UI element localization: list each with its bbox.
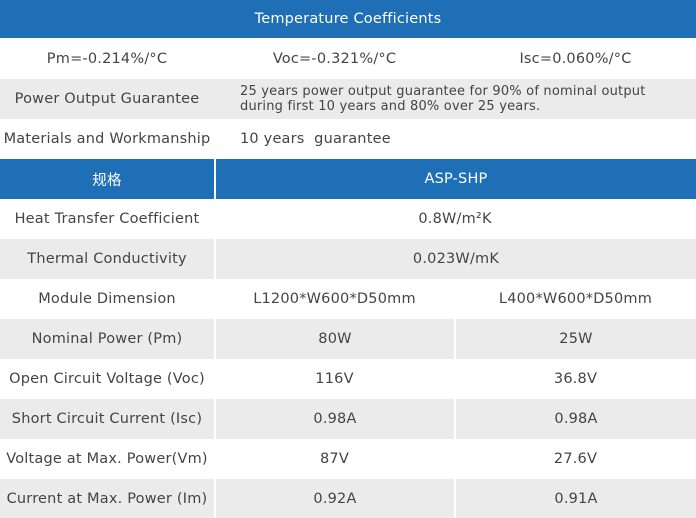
spec-header-model: ASP-SHP (216, 159, 696, 199)
thermal-conductivity-value: 0.023W/mK (216, 239, 696, 279)
value-b: L400*W600*D50mm (455, 279, 696, 319)
value-a: 0.92A (216, 479, 456, 518)
thermal-conductivity-label: Thermal Conductivity (0, 239, 216, 279)
value-b: 27.6V (455, 439, 696, 479)
temperature-coefficients-header: Temperature Coefficients (0, 0, 696, 38)
table-row: Nominal Power (Pm) 80W 25W (0, 319, 696, 359)
materials-workmanship-row: Materials and Workmanship 10 years guara… (0, 119, 696, 159)
voc-coefficient: Voc=-0.321%/°C (214, 38, 455, 79)
row-label: Current at Max. Power (Im) (0, 479, 216, 518)
heat-transfer-value: 0.8W/m²K (214, 199, 696, 239)
value-b: 36.8V (455, 359, 696, 399)
power-output-guarantee-line-2: during first 10 years and 80% over 25 ye… (240, 99, 541, 114)
heat-transfer-label: Heat Transfer Coefficient (0, 199, 214, 239)
row-label: Voltage at Max. Power(Vm) (0, 439, 214, 479)
coefficients-row: Pm=-0.214%/°C Voc=-0.321%/°C Isc=0.060%/… (0, 38, 696, 79)
table-row: Module Dimension L1200*W600*D50mm L400*W… (0, 279, 696, 319)
power-output-guarantee-row: Power Output Guarantee 25 years power ou… (0, 79, 696, 119)
spec-header-row: 规格 ASP-SHP (0, 159, 696, 199)
value-a: 116V (214, 359, 455, 399)
value-a: 0.98A (216, 399, 456, 439)
power-output-guarantee-line-1: 25 years power output guarantee for 90% … (240, 84, 646, 99)
table-row: Short Circuit Current (Isc) 0.98A 0.98A (0, 399, 696, 439)
value-b: 25W (456, 319, 696, 359)
value-a: 87V (214, 439, 455, 479)
thermal-conductivity-row: Thermal Conductivity 0.023W/mK (0, 239, 696, 279)
heat-transfer-row: Heat Transfer Coefficient 0.8W/m²K (0, 199, 696, 239)
value-b: 0.98A (456, 399, 696, 439)
table-row: Voltage at Max. Power(Vm) 87V 27.6V (0, 439, 696, 479)
table-row: Current at Max. Power (Im) 0.92A 0.91A (0, 479, 696, 518)
table-row: Open Circuit Voltage (Voc) 116V 36.8V (0, 359, 696, 399)
row-label: Module Dimension (0, 279, 214, 319)
spec-header-label: 规格 (0, 159, 216, 199)
row-label: Open Circuit Voltage (Voc) (0, 359, 214, 399)
temperature-coefficients-title: Temperature Coefficients (0, 0, 696, 38)
isc-coefficient: Isc=0.060%/°C (455, 38, 696, 79)
pm-coefficient: Pm=-0.214%/°C (0, 38, 214, 79)
materials-workmanship-value: 10 years guarantee (214, 119, 696, 159)
power-output-guarantee-label: Power Output Guarantee (0, 79, 214, 119)
value-a: 80W (216, 319, 456, 359)
power-output-guarantee-text: 25 years power output guarantee for 90% … (214, 79, 696, 119)
value-b: 0.91A (456, 479, 696, 518)
row-label: Nominal Power (Pm) (0, 319, 216, 359)
materials-workmanship-label: Materials and Workmanship (0, 119, 214, 159)
value-a: L1200*W600*D50mm (214, 279, 455, 319)
row-label: Short Circuit Current (Isc) (0, 399, 216, 439)
